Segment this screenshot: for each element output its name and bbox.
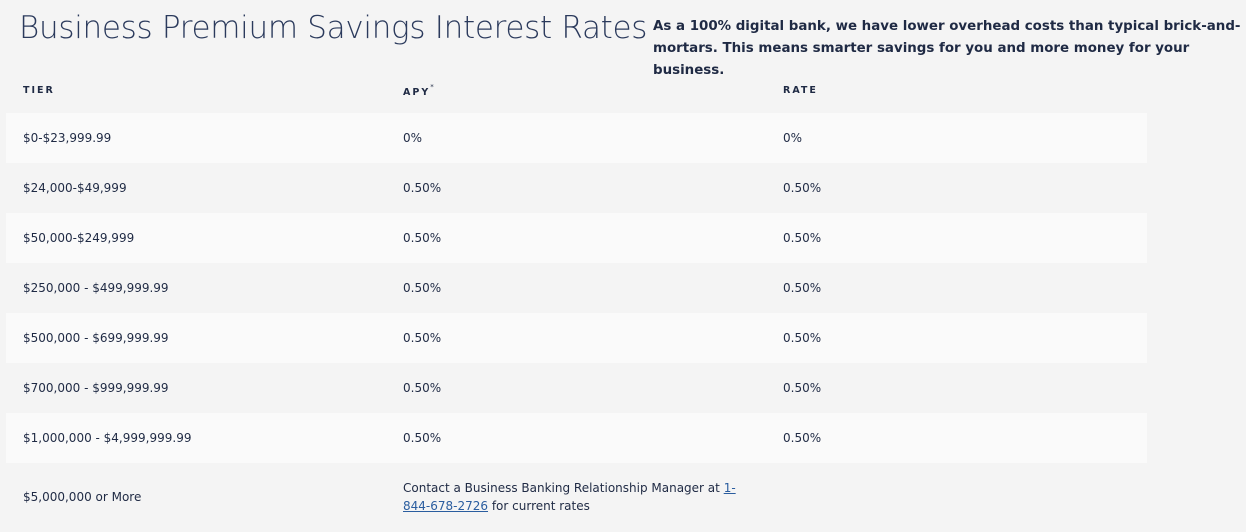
rate-cell: 0.50% xyxy=(783,231,822,245)
tier-cell: $500,000 - $699,999.99 xyxy=(23,331,169,345)
apy-cell: 0.50% xyxy=(403,431,442,445)
table-row: $500,000 - $699,999.99 0.50% 0.50% xyxy=(6,313,1147,363)
table-row: $5,000,000 or More Contact a Business Ba… xyxy=(6,463,1147,531)
rates-table: $0-$23,999.99 0% 0% $24,000-$49,999 0.50… xyxy=(6,113,1147,531)
table-row: $0-$23,999.99 0% 0% xyxy=(6,113,1147,163)
table-row: $1,000,000 - $4,999,999.99 0.50% 0.50% xyxy=(6,413,1147,463)
contact-prefix: Contact a Business Banking Relationship … xyxy=(403,481,724,495)
column-header-tier-label: TIER xyxy=(23,85,55,96)
tier-cell: $700,000 - $999,999.99 xyxy=(23,381,169,395)
apy-cell: 0% xyxy=(403,131,423,145)
apy-cell: 0.50% xyxy=(403,331,442,345)
rate-cell: 0.50% xyxy=(783,381,822,395)
rate-cell: 0.50% xyxy=(783,281,822,295)
tier-cell: $0-$23,999.99 xyxy=(23,131,112,145)
table-row: $50,000-$249,999 0.50% 0.50% xyxy=(6,213,1147,263)
rate-cell: 0.50% xyxy=(783,331,822,345)
contact-note: Contact a Business Banking Relationship … xyxy=(403,479,748,515)
apy-footnote-marker: * xyxy=(430,83,434,91)
apy-cell: 0.50% xyxy=(403,281,442,295)
apy-cell: 0.50% xyxy=(403,181,442,195)
table-row: $24,000-$49,999 0.50% 0.50% xyxy=(6,163,1147,213)
column-header-tier: TIER xyxy=(23,85,55,96)
apy-cell: 0.50% xyxy=(403,381,442,395)
tier-cell: $1,000,000 - $4,999,999.99 xyxy=(23,431,192,445)
contact-suffix: for current rates xyxy=(488,499,590,513)
column-header-rate-label: RATE xyxy=(783,85,818,96)
tier-cell: $5,000,000 or More xyxy=(23,490,142,504)
table-row: $700,000 - $999,999.99 0.50% 0.50% xyxy=(6,363,1147,413)
phone-link[interactable]: 1-844-678-2726 xyxy=(403,481,736,513)
rate-cell: 0.50% xyxy=(783,431,822,445)
table-row: $250,000 - $499,999.99 0.50% 0.50% xyxy=(6,263,1147,313)
column-header-apy: APY* xyxy=(403,83,434,99)
apy-cell: 0.50% xyxy=(403,231,442,245)
column-header-apy-label: APY xyxy=(403,87,431,99)
column-header-rate: RATE xyxy=(783,85,818,96)
tier-cell: $250,000 - $499,999.99 xyxy=(23,281,169,295)
tier-cell: $24,000-$49,999 xyxy=(23,181,127,195)
rate-cell: 0.50% xyxy=(783,181,822,195)
page-title: Business Premium Savings Interest Rates xyxy=(19,10,648,46)
intro-text: As a 100% digital bank, we have lower ov… xyxy=(653,19,1241,78)
tier-cell: $50,000-$249,999 xyxy=(23,231,135,245)
rate-cell: 0% xyxy=(783,131,803,145)
